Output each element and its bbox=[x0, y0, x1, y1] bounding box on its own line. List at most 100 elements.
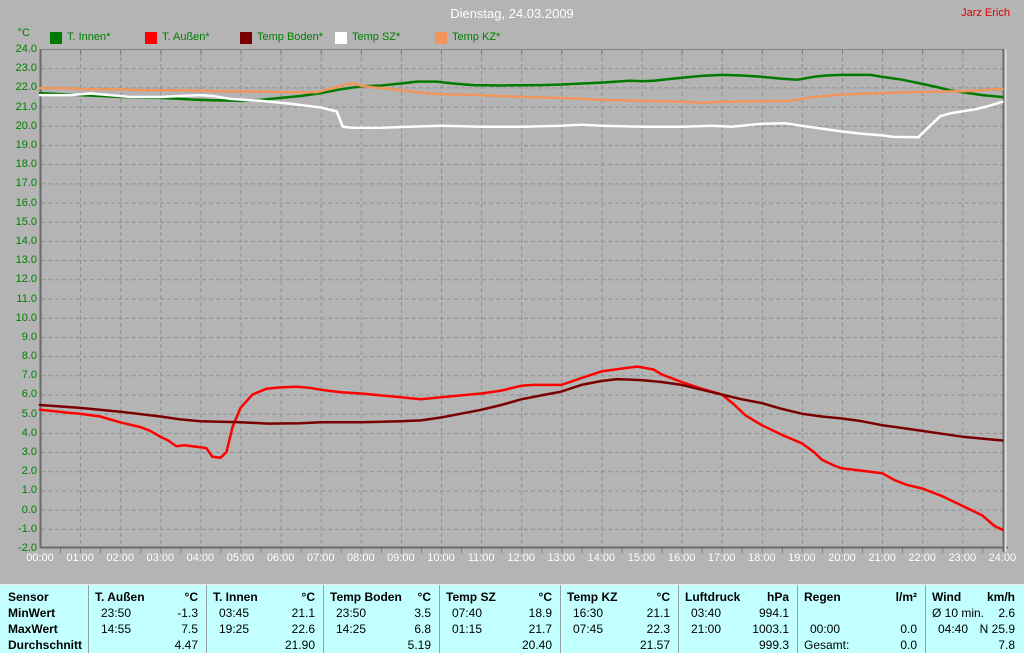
y-tick-label: 16.0 bbox=[15, 196, 37, 209]
x-tick-label: 03:00 bbox=[146, 552, 175, 564]
legend-label: Temp SZ* bbox=[352, 31, 401, 43]
y-tick-label: 15.0 bbox=[15, 215, 37, 228]
author-label: Jarz Erich bbox=[961, 7, 1010, 19]
col-header-name: Wind bbox=[932, 590, 962, 604]
x-tick-label: 01:00 bbox=[66, 552, 94, 564]
table-separator bbox=[925, 585, 926, 653]
row-label-maxwert: MaxWert bbox=[8, 622, 58, 636]
table-separator bbox=[560, 585, 561, 653]
y-tick-label: 12.0 bbox=[15, 273, 37, 286]
y-tick-label: 7.0 bbox=[21, 369, 37, 382]
stat-value: 0.0 bbox=[900, 638, 917, 652]
stat-time: Gesamt: bbox=[804, 638, 850, 652]
stat-value: 0.0 bbox=[900, 622, 917, 636]
x-tick-label: 07:00 bbox=[306, 552, 335, 564]
stat-value: -1.3 bbox=[177, 606, 198, 620]
col-header-name: Temp SZ bbox=[446, 590, 496, 604]
series-line-temp-kz bbox=[38, 82, 1004, 104]
x-tick-label: 18:00 bbox=[748, 552, 776, 564]
row-label-durchschnitt: Durchschnitt bbox=[8, 638, 83, 652]
legend-label: Temp KZ* bbox=[452, 31, 501, 43]
legend-swatch-temp-kz-icon bbox=[435, 32, 447, 44]
x-tick-label: 00:00 bbox=[26, 552, 54, 564]
col-header-unit: °C bbox=[184, 590, 198, 604]
y-tick-label: -1.0 bbox=[18, 522, 37, 535]
y-tick-label: 0.0 bbox=[21, 503, 37, 516]
col-header-name: Regen bbox=[804, 590, 841, 604]
legend-swatch-temp-boden-icon bbox=[240, 32, 252, 44]
y-tick-label: 6.0 bbox=[21, 388, 37, 401]
x-tick-label: 02:00 bbox=[106, 552, 134, 564]
stat-value: 6.8 bbox=[414, 622, 431, 636]
stat-value: 5.19 bbox=[407, 638, 431, 652]
y-tick-label: 11.0 bbox=[16, 292, 37, 305]
series-line-t-aussen bbox=[38, 365, 1004, 532]
col-header-unit: km/h bbox=[986, 590, 1015, 604]
stat-value: 3.5 bbox=[414, 606, 431, 620]
x-tick-label: 05:00 bbox=[226, 552, 255, 564]
y-tick-label: 9.0 bbox=[21, 330, 37, 343]
row-label-sensor: Sensor bbox=[8, 590, 49, 604]
y-tick-label: 22.0 bbox=[15, 81, 37, 94]
stat-value: N 25.9 bbox=[979, 622, 1015, 636]
x-tick-label: 17:00 bbox=[707, 552, 736, 564]
stat-time: 14:25 bbox=[336, 622, 367, 636]
stat-time: 07:40 bbox=[452, 606, 483, 620]
stat-value: 18.9 bbox=[528, 606, 552, 620]
y-tick-label: 19.0 bbox=[15, 138, 37, 151]
col-header-name: Temp KZ bbox=[567, 590, 618, 604]
table-separator bbox=[323, 585, 324, 653]
y-tick-label: 14.0 bbox=[15, 234, 37, 247]
stat-time: 04:40 bbox=[938, 622, 969, 636]
y-tick-label: 3.0 bbox=[21, 446, 37, 459]
col-header-name: Luftdruck bbox=[685, 590, 741, 604]
page-title: Dienstag, 24.03.2009 bbox=[450, 6, 574, 21]
y-tick-label: 23.0 bbox=[15, 62, 37, 75]
stat-time: 03:40 bbox=[691, 606, 722, 620]
x-tick-label: 08:00 bbox=[347, 552, 375, 564]
x-tick-label: 21:00 bbox=[868, 552, 896, 564]
table-separator bbox=[678, 585, 679, 653]
stat-time: Ø 10 min. bbox=[932, 606, 985, 620]
stat-value: 22.6 bbox=[291, 622, 315, 636]
stat-value: 21.1 bbox=[646, 606, 670, 620]
legend-swatch-t-aussen-icon bbox=[145, 32, 157, 44]
stat-time: 19:25 bbox=[219, 622, 250, 636]
stat-time: 07:45 bbox=[573, 622, 604, 636]
col-header-unit: °C bbox=[417, 590, 431, 604]
stat-time: 23:50 bbox=[336, 606, 367, 620]
stat-time: 00:00 bbox=[810, 622, 841, 636]
x-tick-label: 04:00 bbox=[186, 552, 215, 564]
col-header-name: T. Außen bbox=[95, 590, 145, 604]
y-tick-label: 4.0 bbox=[21, 426, 37, 439]
stat-time: 14:55 bbox=[101, 622, 132, 636]
series-line-t-innen bbox=[38, 73, 1004, 103]
x-tick-label: 13:00 bbox=[547, 552, 576, 564]
y-axis-unit: °C bbox=[17, 27, 30, 39]
series-line-temp-sz bbox=[38, 92, 1004, 139]
x-tick-label: 19:00 bbox=[788, 552, 816, 564]
chart-legend: T. Innen* T. Außen* Temp Boden* Temp SZ* Tem… bbox=[0, 0, 1024, 46]
stat-value: 21.57 bbox=[639, 638, 670, 652]
x-tick-label: 14:00 bbox=[587, 552, 616, 564]
row-label-minwert: MinWert bbox=[8, 606, 56, 620]
y-tick-label: 8.0 bbox=[21, 350, 37, 363]
y-tick-label: 10.0 bbox=[15, 311, 37, 324]
series-line-temp-boden bbox=[38, 377, 1004, 442]
col-header-unit: °C bbox=[656, 590, 670, 604]
y-tick-label: 1.0 bbox=[21, 484, 37, 497]
stat-time: 01:15 bbox=[452, 622, 483, 636]
y-tick-label: 13.0 bbox=[15, 254, 37, 267]
stat-time: 16:30 bbox=[573, 606, 604, 620]
x-tick-label: 22:00 bbox=[908, 552, 936, 564]
stat-value: 994.1 bbox=[758, 606, 789, 620]
stat-value: 7.8 bbox=[998, 638, 1015, 652]
x-tick-label: 11:00 bbox=[467, 552, 495, 564]
table-separator bbox=[88, 585, 89, 653]
stat-value: 999.3 bbox=[758, 638, 789, 652]
table-separator bbox=[206, 585, 207, 653]
y-tick-label: 18.0 bbox=[15, 158, 37, 171]
col-header-unit: °C bbox=[301, 590, 315, 604]
y-tick-label: 2.0 bbox=[21, 465, 37, 478]
temperature-line-chart bbox=[38, 49, 1008, 553]
